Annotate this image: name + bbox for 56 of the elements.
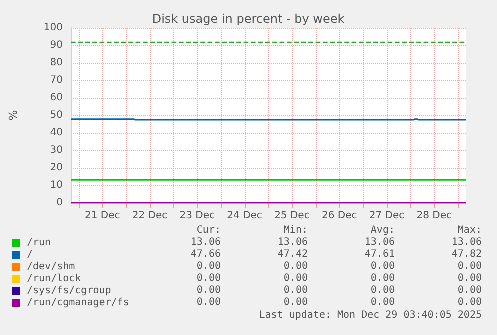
- x-tick-label: 26 Dec: [322, 210, 358, 222]
- text: 47.82: [452, 249, 482, 261]
- y-tick-label: 80: [50, 58, 63, 68]
- text: Avg:: [370, 225, 395, 237]
- legend-label: /sys/fs/cgroup: [27, 286, 112, 296]
- x-tick-label: 22 Dec: [132, 210, 168, 222]
- text: Max:: [458, 225, 482, 237]
- text: 0.00: [284, 285, 308, 297]
- text: 0.00: [196, 273, 221, 285]
- text: 0.00: [284, 261, 308, 273]
- text: 13.06: [278, 237, 308, 249]
- legend-label: /: [27, 250, 34, 260]
- y-tick-label: 0: [56, 198, 63, 208]
- y-axis-title: %: [7, 110, 20, 121]
- y-tick-label: 40: [50, 128, 63, 138]
- text: Min:: [284, 225, 308, 237]
- text: 47.61: [364, 249, 395, 261]
- text: 0.00: [458, 261, 482, 273]
- legend-label: /dev/shm: [27, 262, 76, 272]
- text: 0.00: [370, 273, 395, 285]
- y-tick-label: 50: [50, 110, 63, 121]
- text: 0.00: [458, 273, 482, 285]
- text: 0.00: [370, 297, 395, 309]
- text: 0.00: [284, 297, 308, 309]
- y-tick-label: 30: [50, 145, 63, 156]
- text: 0.00: [196, 261, 221, 273]
- y-tick-label: 10: [50, 180, 63, 191]
- text: 13.06: [364, 237, 395, 249]
- text: Last update: Mon Dec 29 03:40:05 2025: [259, 310, 482, 322]
- text: 0.00: [458, 285, 482, 297]
- text: 0.00: [284, 273, 308, 285]
- y-tick-label: 100: [44, 22, 63, 34]
- y-tick-label: 20: [50, 162, 63, 174]
- y-tick-label: 90: [50, 40, 63, 51]
- text: 13.06: [190, 237, 221, 249]
- text: 0.00: [196, 297, 221, 309]
- x-tick-label: 21 Dec: [84, 210, 120, 222]
- x-tick-label: 23 Dec: [180, 210, 216, 222]
- text: 0.00: [458, 297, 482, 309]
- x-tick-label: 27 Dec: [369, 210, 405, 222]
- text: 47.66: [190, 249, 221, 261]
- text: 0.00: [370, 261, 395, 273]
- text: 47.42: [278, 249, 308, 261]
- legend-label: /run/cgmanager/fs: [27, 298, 130, 308]
- legend-label: /run/lock: [27, 274, 82, 284]
- text: 0.00: [196, 285, 221, 297]
- y-tick-label: 60: [50, 92, 63, 104]
- text: Cur:: [196, 225, 221, 237]
- text: 13.06: [452, 237, 482, 249]
- x-tick-label: 24 Dec: [227, 210, 262, 222]
- x-tick-label: 25 Dec: [274, 210, 310, 222]
- text: 0.00: [370, 285, 395, 297]
- x-tick-label: 28 Dec: [416, 210, 452, 222]
- y-tick-label: 70: [50, 75, 63, 86]
- legend-label: /run: [27, 238, 52, 248]
- chart-title: Disk usage in percent - by week: [152, 12, 345, 26]
